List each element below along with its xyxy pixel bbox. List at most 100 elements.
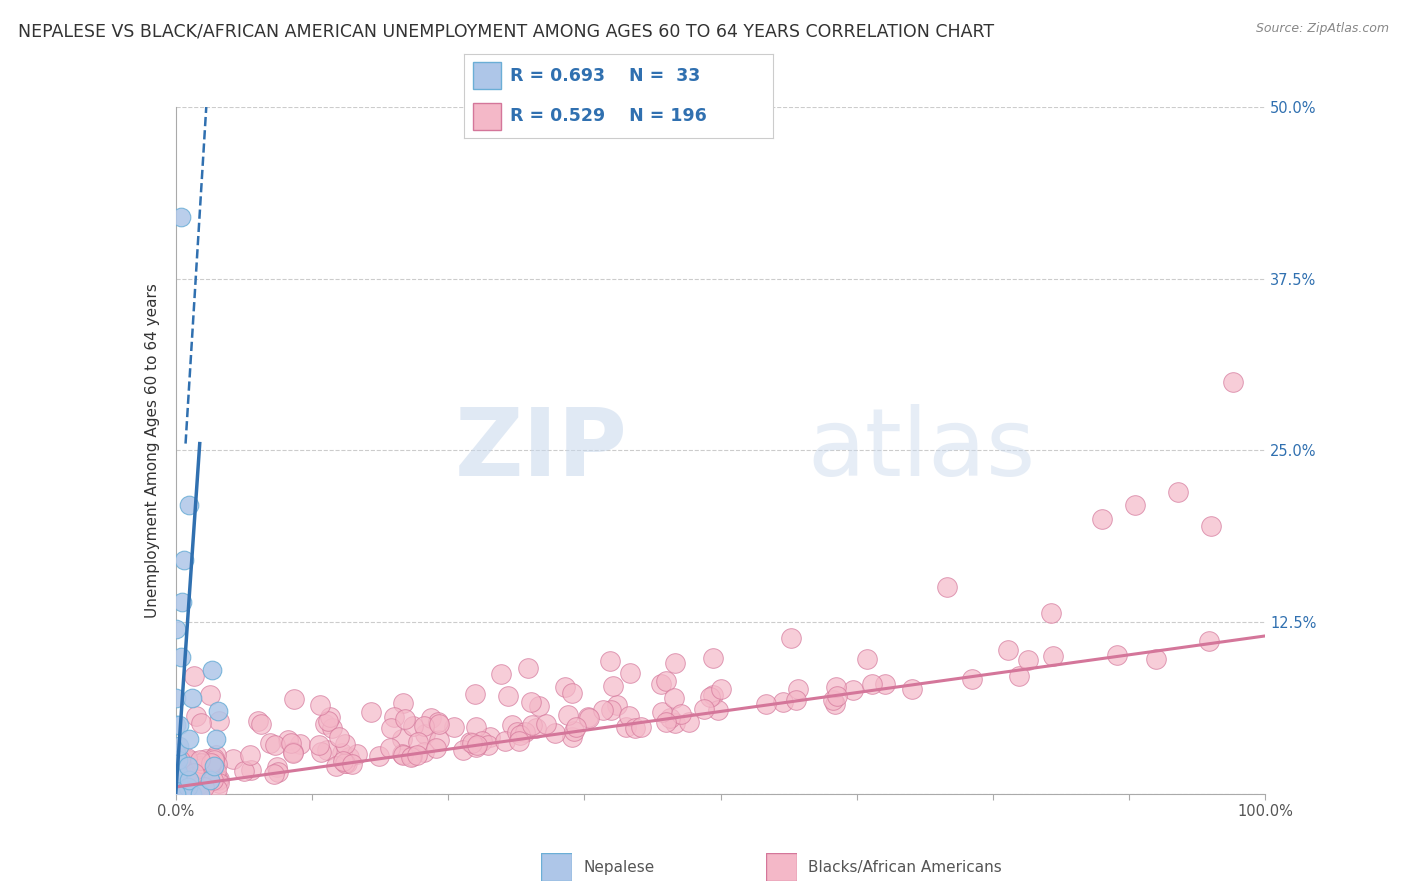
Point [201,663,224,677]
Point [624,721,647,735]
Point [1144,652,1167,666]
Point [172,783,194,797]
Point [465,720,488,734]
Point [169,718,191,732]
Point [316,714,339,728]
Point [166,766,188,780]
Point [170,649,193,664]
Bar [474,62,501,89]
Point [202,773,225,788]
Point [328,730,350,744]
Point [856,652,879,666]
Point [401,748,423,763]
Point [169,739,191,753]
Point [1017,653,1039,667]
Point [465,738,488,752]
Point [534,717,557,731]
Point [513,725,536,739]
Point [180,690,202,705]
Point [1091,512,1114,526]
Point [391,747,413,762]
Point [208,714,231,728]
Point [202,750,225,764]
Bar [474,103,501,130]
Point [412,745,434,759]
Point [478,730,501,744]
Point [592,703,614,717]
Point [617,709,640,723]
Point [562,723,585,738]
Point [173,553,195,567]
Point [707,703,730,717]
Point [177,759,200,773]
Point [174,752,197,766]
Point [167,773,190,788]
Point [408,735,430,749]
Point [232,764,254,779]
Point [399,749,422,764]
Point [664,716,686,731]
Point [494,733,516,747]
Point [263,767,285,781]
Point [222,751,245,765]
Point [288,737,311,751]
Point [174,752,197,766]
Point [664,657,686,671]
Point [873,677,896,691]
Point [842,682,865,697]
Point [314,717,336,731]
Point [630,720,652,734]
Point [699,690,721,705]
Point [576,710,599,724]
Point [1198,633,1220,648]
Point [602,679,624,693]
Point [413,719,436,733]
Point [170,786,193,800]
Point [200,769,222,783]
Point [172,594,194,608]
Point [1167,484,1189,499]
Point [394,713,416,727]
Point [198,753,221,767]
Point [402,719,425,733]
Point [544,726,567,740]
Point [173,766,195,780]
Point [165,787,187,801]
Point [205,757,228,772]
Point [960,672,983,686]
Point [772,696,794,710]
Point [166,753,188,767]
Point [169,753,191,767]
Point [249,717,271,731]
Point [651,705,673,719]
Point [170,787,193,801]
Point [780,631,803,645]
Point [337,750,360,764]
Point [198,688,221,702]
Point [281,746,304,760]
Point [205,764,228,778]
Point [702,688,724,702]
Point [405,747,427,762]
Point [501,717,523,731]
Point [382,710,405,724]
Point [267,764,290,779]
Point [1199,519,1222,533]
Point [170,210,193,224]
Point [208,772,231,786]
Point [509,728,531,742]
Point [443,720,465,734]
Point [451,743,474,757]
Point [187,778,209,792]
Point [281,745,304,759]
Point [464,740,486,755]
Point [599,654,621,668]
Point [280,736,302,750]
Point [176,751,198,765]
Point [198,760,221,774]
Point [506,725,529,739]
Point [824,697,846,711]
Point [392,696,415,710]
Point [165,746,187,760]
Point [520,696,543,710]
